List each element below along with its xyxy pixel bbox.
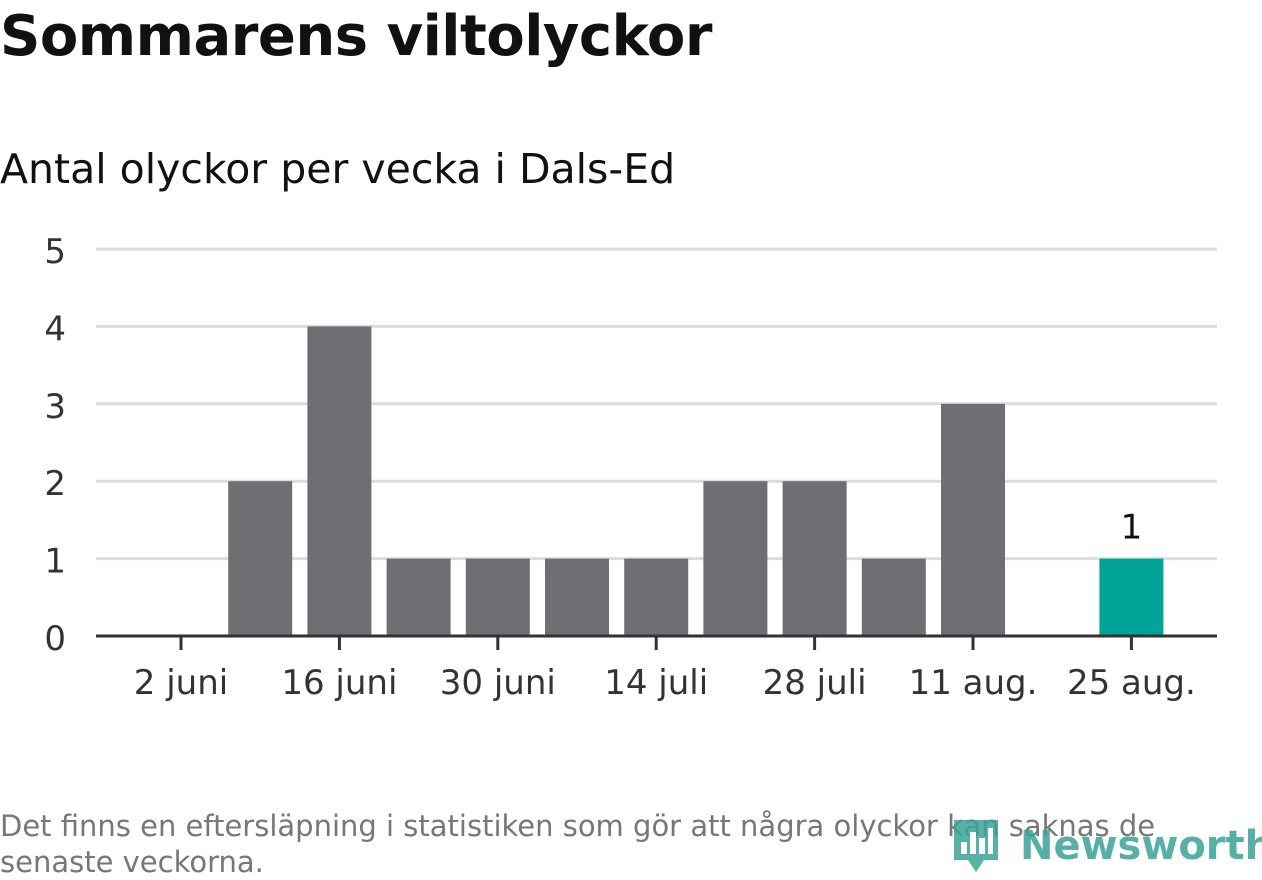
chart-subtitle: Antal olyckor per vecka i Dals-Ed (0, 145, 676, 193)
x-tick-label: 11 aug. (909, 663, 1038, 703)
bar (703, 481, 768, 636)
bar (782, 481, 847, 636)
bar-highlighted (1099, 558, 1164, 636)
bar (386, 558, 451, 636)
y-tick-label: 4 (44, 309, 66, 349)
bar (545, 558, 609, 636)
data-labels: 1 (1121, 508, 1143, 548)
bar (465, 558, 530, 636)
x-tick-label: 14 juli (604, 663, 708, 703)
bar (228, 481, 293, 636)
x-tick-labels: 2 juni 16 juni 30 juni 14 juli 28 juli 11 aug… (134, 636, 1196, 703)
brand-name: Newsworthy (1020, 823, 1262, 869)
y-tick-label: 3 (44, 387, 66, 427)
chart-title: Sommarens viltolyckor (0, 4, 712, 69)
bar (307, 326, 372, 636)
y-tick-label: 0 (44, 619, 66, 659)
y-tick-label: 5 (44, 232, 66, 272)
x-tick-label: 2 juni (134, 663, 228, 703)
bar (941, 403, 1005, 636)
brand-logo: Newsworthy (950, 816, 1262, 876)
y-tick-labels: 0 1 2 3 4 5 (44, 232, 66, 659)
x-tick-label: 16 juni (281, 663, 397, 703)
data-label-highlighted: 1 (1121, 508, 1143, 548)
x-tick-label: 30 juni (440, 663, 556, 703)
y-tick-label: 1 (44, 542, 66, 582)
bars (228, 326, 1164, 636)
x-tick-label: 28 juli (763, 663, 867, 703)
bar (624, 558, 689, 636)
bar (861, 558, 926, 636)
bar-chart-pin-icon (954, 820, 998, 872)
y-tick-label: 2 (44, 464, 66, 504)
x-tick-label: 25 aug. (1067, 663, 1196, 703)
